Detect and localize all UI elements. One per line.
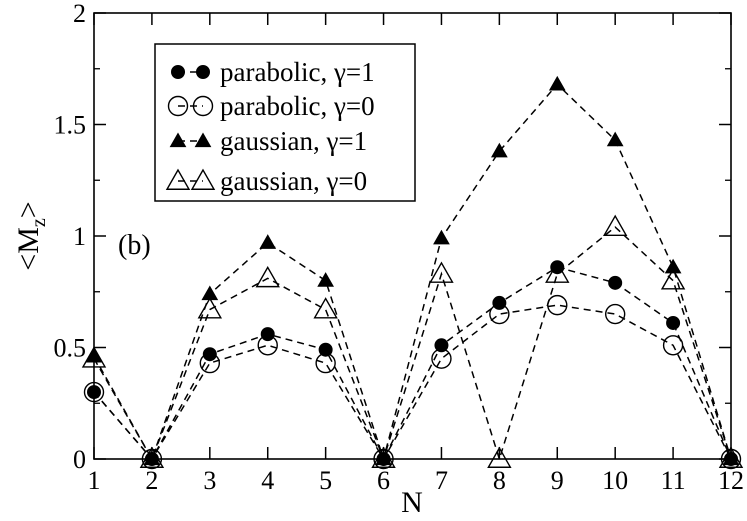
x-axis-label: N — [401, 486, 423, 519]
data-point — [260, 327, 275, 342]
data-point — [259, 234, 277, 249]
x-tick-label: 9 — [551, 466, 564, 495]
data-point — [491, 142, 508, 158]
y-tick-label: 2 — [73, 0, 86, 28]
legend-label: gaussian, γ=1 — [220, 126, 367, 156]
data-point — [487, 446, 512, 468]
data-point — [604, 303, 626, 325]
data-point — [257, 335, 278, 356]
data-point — [317, 272, 334, 287]
data-point — [664, 258, 682, 274]
data-point — [429, 261, 454, 283]
series-line — [93, 304, 732, 461]
data-point — [606, 131, 624, 147]
data-point — [433, 229, 450, 245]
data-point — [718, 446, 744, 468]
data-point — [255, 265, 280, 288]
y-axis-label-main: <M — [12, 227, 45, 271]
legend-label: parabolic, γ=0 — [220, 91, 375, 121]
series-3 — [81, 214, 744, 468]
legend-entry: parabolic, γ=1 — [171, 57, 375, 87]
x-tick-label: 12 — [718, 466, 744, 495]
series-1 — [83, 294, 742, 470]
series-line — [93, 266, 732, 461]
data-point — [139, 446, 165, 468]
legend-marker — [165, 168, 191, 190]
y-axis-label: <Mz> — [12, 201, 50, 270]
data-point — [313, 297, 338, 319]
data-point — [547, 294, 568, 316]
legend-label: parabolic, γ=1 — [220, 57, 375, 87]
legend-entry: gaussian, γ=0 — [165, 166, 367, 196]
y-tick-label: 1 — [73, 222, 86, 251]
y-tick-label: 1.5 — [54, 111, 87, 140]
data-point — [492, 295, 507, 310]
x-tick-label: 1 — [88, 466, 101, 495]
legend-entry: parabolic, γ=0 — [167, 91, 375, 121]
data-point — [662, 335, 684, 356]
legend-marker — [169, 132, 187, 148]
legend-marker — [171, 65, 185, 79]
x-tick-label: 7 — [435, 466, 448, 495]
x-tick-label: 10 — [602, 466, 628, 495]
legend-marker — [167, 95, 189, 117]
data-point — [318, 342, 333, 357]
data-point — [666, 315, 681, 330]
data-point — [371, 446, 396, 468]
data-point — [545, 261, 570, 283]
data-point — [602, 214, 628, 237]
x-tick-label: 4 — [261, 466, 274, 495]
x-tick-label: 5 — [319, 466, 332, 495]
data-point — [489, 303, 510, 325]
data-point — [431, 348, 452, 369]
x-tick-label: 11 — [661, 466, 686, 495]
y-tick-label: 0 — [73, 445, 86, 474]
legend-marker — [196, 65, 210, 79]
x-tick-label: 8 — [493, 466, 506, 495]
legend-marker — [190, 168, 216, 190]
y-tick-label: 0.5 — [54, 334, 87, 363]
data-point — [608, 275, 623, 290]
legend: parabolic, γ=1 parabolic, γ=0 gaussian, γ=… — [154, 43, 416, 202]
y-axis-label-sub: z — [28, 218, 50, 227]
data-point — [315, 352, 336, 374]
series-line — [93, 226, 732, 462]
y-axis-label-end: > — [12, 201, 45, 218]
legend-label: gaussian, γ=0 — [220, 166, 367, 196]
x-tick-label: 6 — [377, 466, 390, 495]
legend-entry: gaussian, γ=1 — [169, 126, 367, 156]
panel-annotation: (b) — [118, 230, 151, 261]
data-point — [548, 75, 566, 91]
x-tick-label: 3 — [203, 466, 216, 495]
data-point — [199, 352, 221, 374]
legend-marker — [194, 132, 212, 148]
data-point — [660, 268, 686, 290]
legend-marker — [192, 95, 214, 117]
data-point — [197, 297, 223, 319]
data-point — [434, 338, 449, 353]
x-tick-label: 2 — [145, 466, 158, 495]
